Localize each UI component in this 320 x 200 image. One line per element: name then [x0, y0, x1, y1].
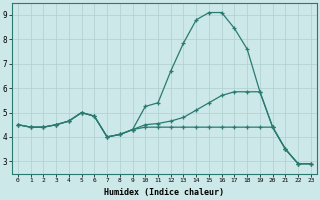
X-axis label: Humidex (Indice chaleur): Humidex (Indice chaleur): [104, 188, 224, 197]
